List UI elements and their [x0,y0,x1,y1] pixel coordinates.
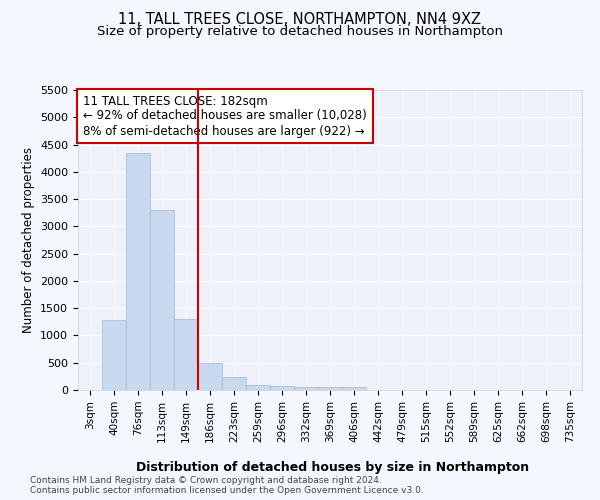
Text: Distribution of detached houses by size in Northampton: Distribution of detached houses by size … [136,461,530,474]
Text: 11, TALL TREES CLOSE, NORTHAMPTON, NN4 9XZ: 11, TALL TREES CLOSE, NORTHAMPTON, NN4 9… [119,12,482,28]
Bar [198,364,222,390]
Text: Size of property relative to detached houses in Northampton: Size of property relative to detached ho… [97,25,503,38]
Bar [270,386,294,390]
Text: Contains HM Land Registry data © Crown copyright and database right 2024.: Contains HM Land Registry data © Crown c… [30,476,382,485]
Bar [294,387,318,390]
Bar [222,377,246,390]
Bar [126,154,150,390]
Y-axis label: Number of detached properties: Number of detached properties [22,147,35,333]
Bar [246,384,270,390]
Bar [150,210,174,390]
Text: 11 TALL TREES CLOSE: 182sqm
← 92% of detached houses are smaller (10,028)
8% of : 11 TALL TREES CLOSE: 182sqm ← 92% of det… [83,94,367,138]
Text: Contains public sector information licensed under the Open Government Licence v3: Contains public sector information licen… [30,486,424,495]
Bar [342,388,366,390]
Bar [318,388,342,390]
Bar [102,320,126,390]
Bar [174,319,198,390]
